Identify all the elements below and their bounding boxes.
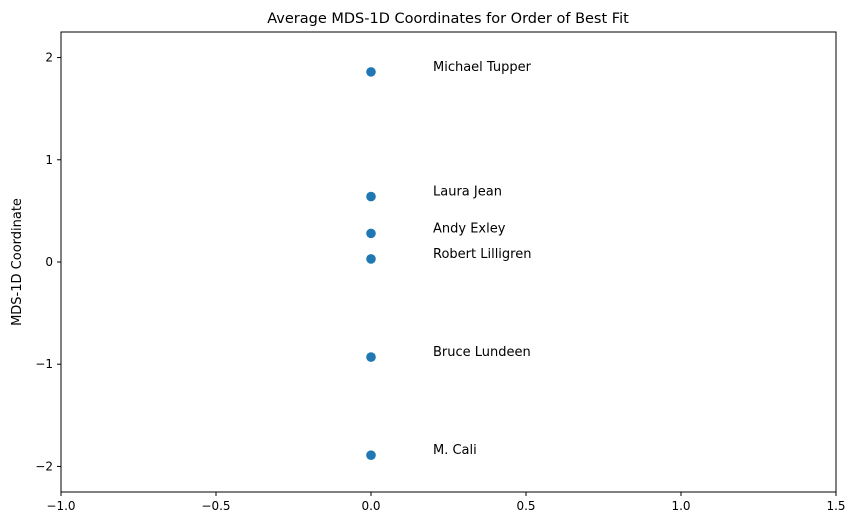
point-label: Bruce Lundeen [433, 345, 531, 360]
point-label: Michael Tupper [433, 60, 532, 75]
chart-title: Average MDS-1D Coordinates for Order of … [267, 11, 629, 27]
y-tick-label: 1 [45, 153, 53, 167]
data-point [366, 450, 376, 461]
point-label: Andy Exley [433, 221, 506, 236]
y-tick-label: −2 [35, 459, 53, 473]
point-label: M. Cali [433, 443, 477, 458]
y-tick-label: 2 [45, 51, 53, 65]
point-label: Laura Jean [433, 185, 502, 200]
y-tick-label: 0 [45, 255, 53, 269]
data-point [366, 352, 376, 362]
point-label: Robert Lilligren [433, 247, 531, 262]
data-point [366, 228, 376, 239]
y-axis-label: MDS-1D Coordinate [10, 198, 25, 326]
x-tick-label: −0.5 [201, 499, 230, 513]
data-point [366, 191, 376, 202]
plot-frame [60, 31, 837, 493]
y-tick-label: −1 [35, 357, 53, 371]
x-tick-label: 0.0 [361, 499, 380, 513]
axis-ticks: −1.0 −0.5 0.0 0.5 1.0 1.5 −2 −1 0 1 2 [35, 51, 845, 513]
x-tick-label: 1.0 [671, 499, 690, 513]
data-point [366, 67, 376, 77]
data-point [366, 254, 376, 264]
data-points [366, 67, 376, 461]
point-labels: Michael Tupper Laura Jean Andy Exley Robert… [433, 60, 532, 458]
x-tick-label: 1.5 [826, 499, 845, 513]
x-tick-label: −1.0 [46, 499, 75, 513]
x-tick-label: 0.5 [516, 499, 535, 513]
